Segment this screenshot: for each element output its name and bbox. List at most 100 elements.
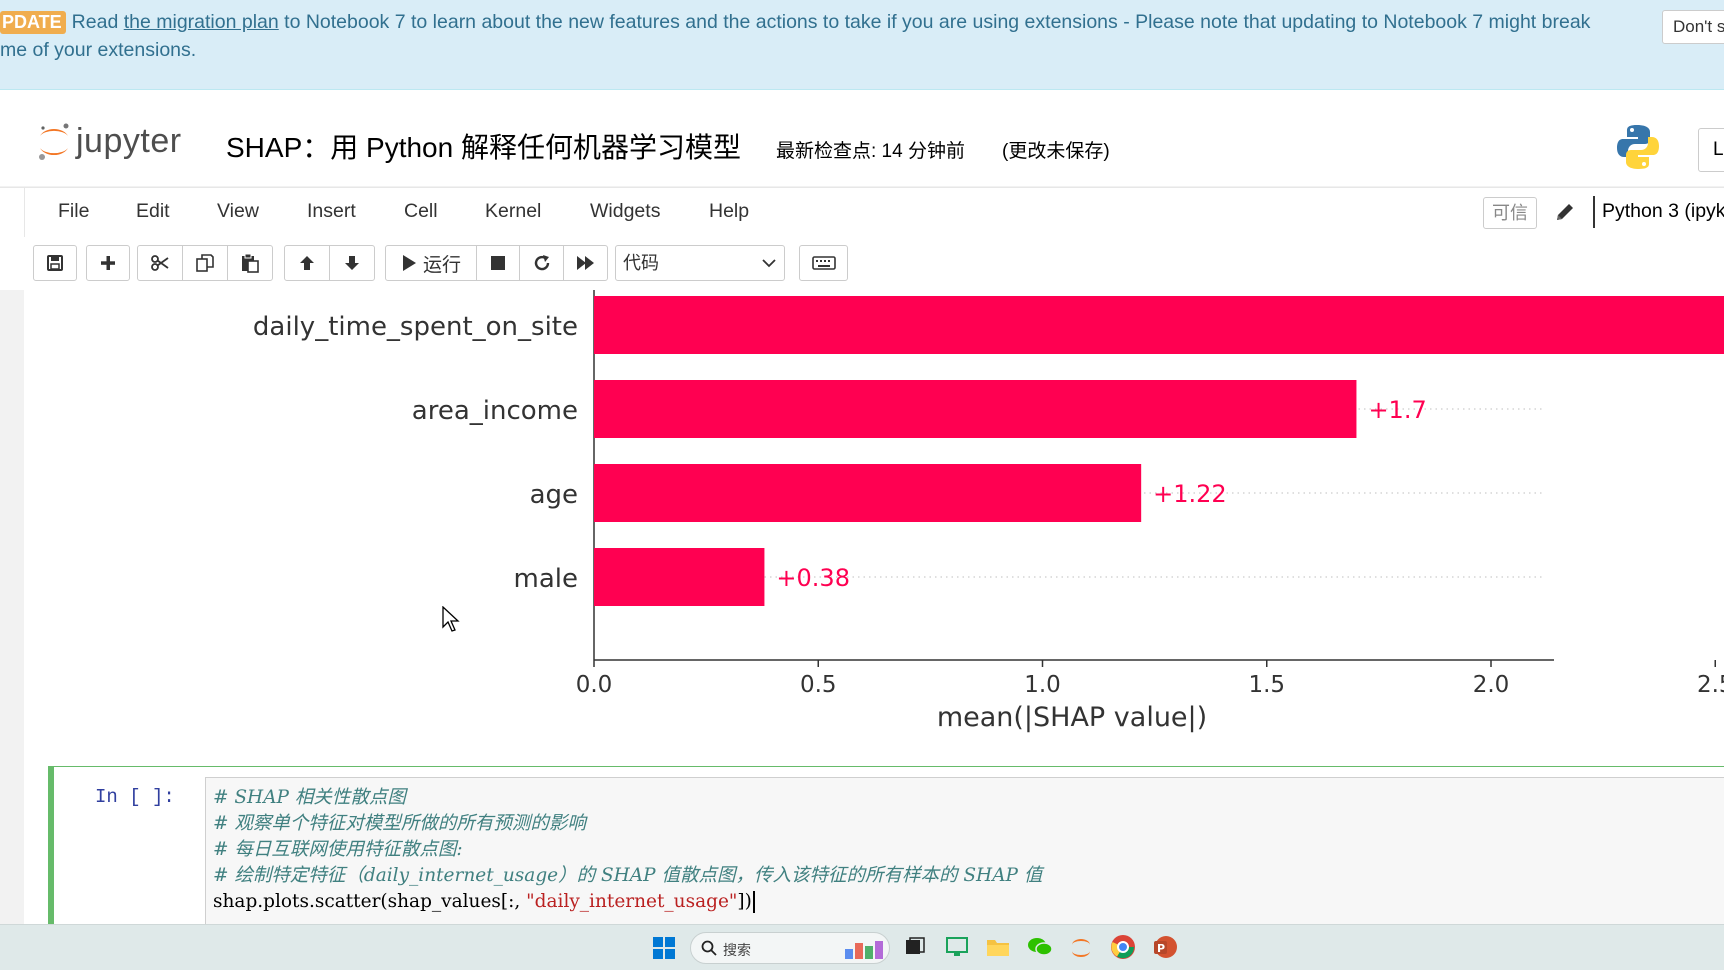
code-string: "daily_internet_usage" <box>526 891 738 912</box>
x-tick-label: 1.0 <box>1024 672 1061 698</box>
value-label-area_income: +1.7 <box>1368 396 1426 424</box>
monitor-app-icon[interactable] <box>945 936 969 958</box>
jupyter-logo[interactable]: jupyter <box>36 120 182 162</box>
kernel-separator <box>1593 196 1595 228</box>
paste-button[interactable] <box>227 245 273 281</box>
file-explorer-icon[interactable] <box>986 936 1010 958</box>
chevron-down-icon <box>762 259 776 268</box>
notebook-header: jupyter SHAP：用 Python 解释任何机器学习模型 最新检查点: … <box>0 90 1724 186</box>
checkpoint-status: 最新检查点: 14 分钟前 <box>776 141 965 162</box>
run-button[interactable]: 运行 <box>385 245 477 281</box>
text-cursor <box>752 891 755 913</box>
restart-icon <box>534 255 549 271</box>
wechat-icon[interactable] <box>1027 936 1053 958</box>
code-line-5: shap.plots.scatter(shap_values[:, "daily… <box>213 889 755 915</box>
x-tick-label: 0.5 <box>800 672 837 698</box>
run-icon <box>402 255 416 271</box>
save-button[interactable] <box>33 245 77 281</box>
jupyter-logo-text: jupyter <box>76 121 182 160</box>
fast-forward-icon <box>576 256 594 270</box>
menu-view[interactable]: View <box>217 200 259 222</box>
command-palette-button[interactable] <box>799 245 848 281</box>
code-line-3: # 每日互联网使用特征散点图: <box>213 839 463 860</box>
category-label-daily_time_spent_on_site: daily_time_spent_on_site <box>253 312 578 342</box>
bar-area_income <box>594 380 1357 438</box>
insert-cell-button[interactable] <box>86 245 130 281</box>
chrome-icon[interactable] <box>1110 934 1136 960</box>
cell-type-select[interactable]: 代码 <box>615 245 785 281</box>
bar-male <box>594 548 765 606</box>
category-label-male: male <box>514 564 578 594</box>
notebook-title[interactable]: SHAP：用 Python 解释任何机器学习模型 <box>226 132 741 163</box>
category-label-area_income: area_income <box>412 396 578 426</box>
menu-help[interactable]: Help <box>709 200 750 222</box>
menu-edit[interactable]: Edit <box>136 200 170 222</box>
update-badge: PDATE <box>0 11 66 34</box>
x-tick-label: 1.5 <box>1248 672 1285 698</box>
code-line-4: # 绘制特定特征（daily_internet_usage）的 SHAP 值散点… <box>213 865 1043 886</box>
search-icon <box>701 940 717 956</box>
taskbar-search-text: 搜索 <box>723 942 751 958</box>
menu-insert[interactable]: Insert <box>307 200 356 222</box>
code-close: ]) <box>737 891 752 912</box>
interrupt-button[interactable] <box>476 245 520 281</box>
autosave-status: (更改未保存) <box>1002 141 1110 162</box>
migration-plan-link[interactable]: the migration plan <box>123 11 279 33</box>
banner-text-line2: me of your extensions. <box>0 39 197 61</box>
task-view-icon[interactable] <box>904 936 926 958</box>
menubar-container: File Edit View Insert Cell Kernel Widget… <box>24 188 1724 237</box>
menu-kernel[interactable]: Kernel <box>485 200 542 222</box>
code-line-2: # 观察单个特征对模型所做的所有预测的影响 <box>213 813 586 834</box>
pencil-icon[interactable] <box>1553 200 1577 224</box>
move-down-button[interactable] <box>329 245 375 281</box>
cut-button[interactable] <box>137 245 183 281</box>
code-cell[interactable] <box>48 766 1724 924</box>
x-tick-label: 0.0 <box>576 672 613 698</box>
menu-cell[interactable]: Cell <box>404 200 438 222</box>
shap-bar-chart: +3.24+1.7+1.22+0.38 daily_time_spent_on_… <box>253 290 1724 733</box>
cell-prompt: In [ ]: <box>95 786 175 808</box>
code-editor[interactable]: # SHAP 相关性散点图 # 观察单个特征对模型所做的所有预测的影响 # 每日… <box>205 777 1724 924</box>
keyboard-icon <box>811 256 836 270</box>
category-label-age: age <box>530 480 578 510</box>
x-tick-label: 2.0 <box>1473 672 1510 698</box>
os-taskbar: 搜索 P <box>0 924 1724 970</box>
code-call: shap.plots.scatter(shap_values[:, <box>213 891 527 912</box>
trusted-indicator[interactable]: 可信 <box>1483 197 1537 229</box>
kernel-name[interactable]: Python 3 (ipyker <box>1602 200 1724 222</box>
arrow-down-icon <box>345 256 359 270</box>
login-button[interactable]: L <box>1698 128 1724 172</box>
windows-start-icon[interactable] <box>653 937 675 959</box>
search-highlight-icon <box>845 941 883 959</box>
mouse-cursor-icon <box>442 606 460 632</box>
banner-text-before: Read <box>71 11 124 33</box>
copy-button[interactable] <box>182 245 228 281</box>
banner-message: PDATE Read the migration plan to Notebook… <box>0 8 1650 64</box>
menu-file[interactable]: File <box>58 200 90 222</box>
arrow-up-icon <box>300 256 314 270</box>
restart-run-all-button[interactable] <box>563 245 608 281</box>
powerpoint-icon[interactable]: P <box>1152 934 1178 960</box>
stop-icon <box>491 256 505 270</box>
move-up-button[interactable] <box>284 245 330 281</box>
dont-show-button[interactable]: Don't s <box>1662 10 1724 44</box>
jupyter-logo-icon <box>39 123 69 160</box>
scissors-icon <box>151 255 169 271</box>
menu-widgets[interactable]: Widgets <box>590 200 661 222</box>
update-banner: PDATE Read the migration plan to Notebook… <box>0 0 1724 90</box>
bar-age <box>594 464 1142 522</box>
toolbar: 运行 代码 <box>0 237 1724 290</box>
plus-icon <box>101 256 115 270</box>
x-axis-label: mean(|SHAP value|) <box>937 702 1207 733</box>
jupyter-app-icon[interactable] <box>1070 936 1092 960</box>
cell-type-value: 代码 <box>623 253 659 273</box>
copy-icon <box>196 254 214 272</box>
python-logo-icon <box>1617 125 1659 169</box>
run-label: 运行 <box>422 254 461 276</box>
save-icon <box>47 255 63 271</box>
taskbar-search[interactable]: 搜索 <box>690 932 890 964</box>
value-label-male: +0.38 <box>776 564 850 592</box>
restart-button[interactable] <box>519 245 564 281</box>
paste-icon <box>242 253 259 273</box>
svg-text:P: P <box>1157 942 1165 955</box>
